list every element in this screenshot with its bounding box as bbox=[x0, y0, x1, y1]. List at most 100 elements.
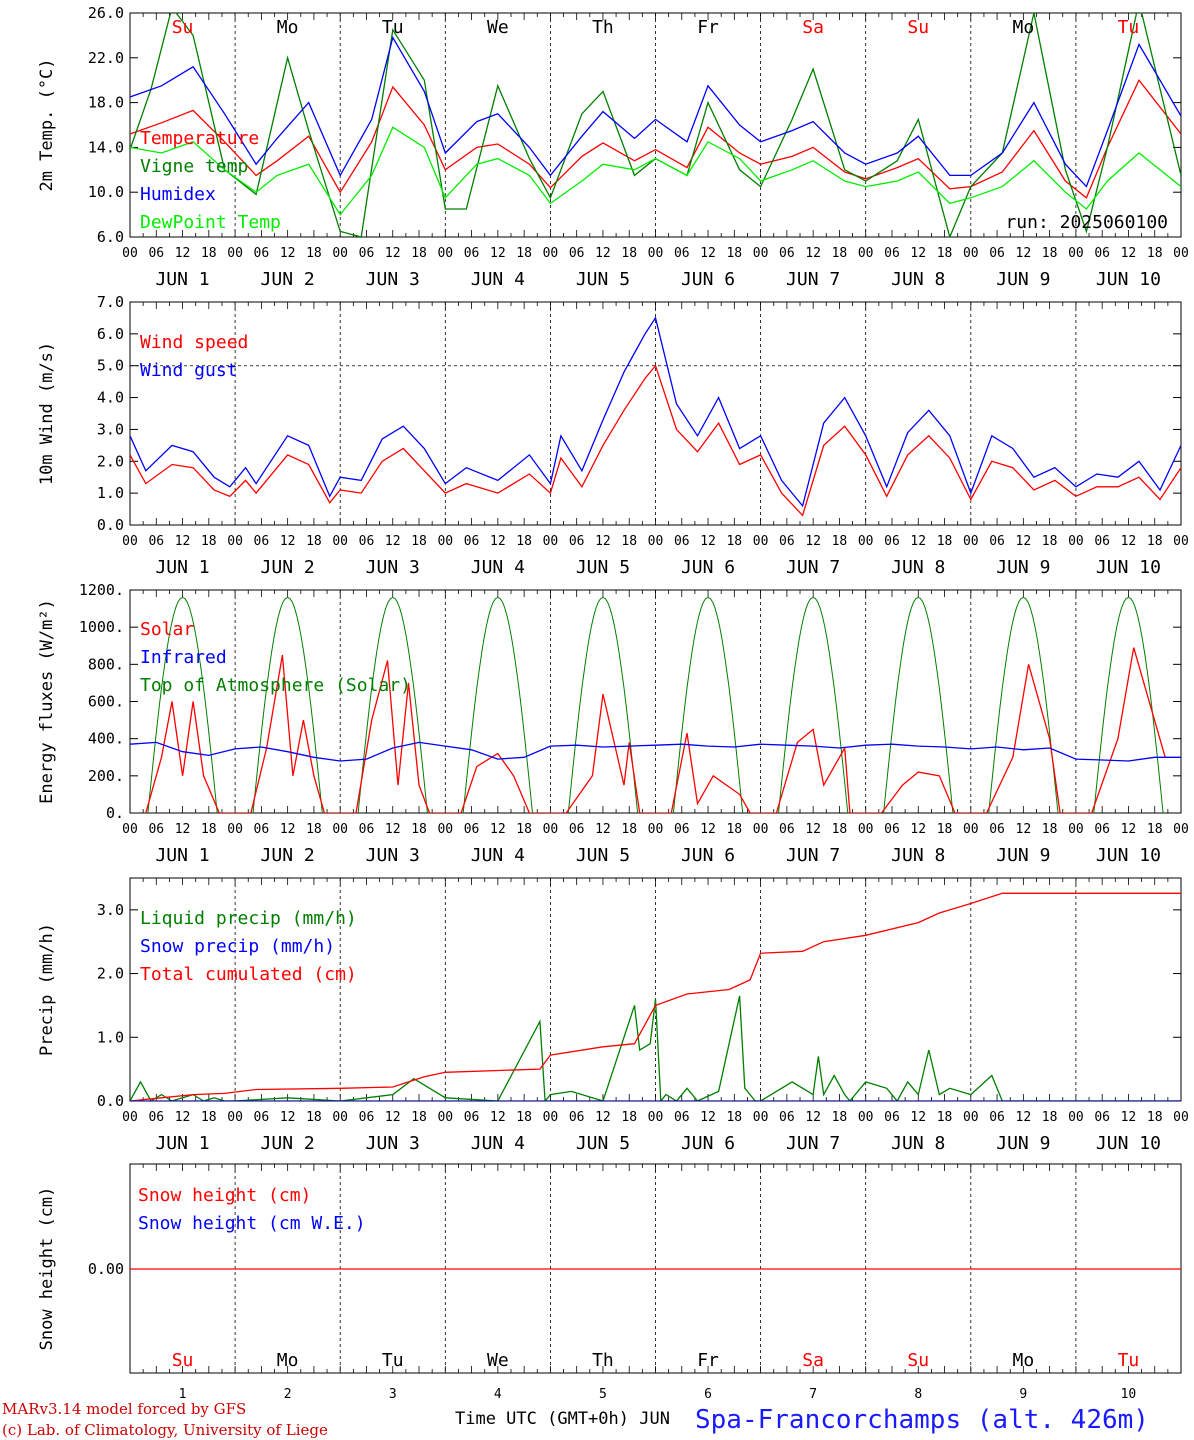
hour-tick-label: 00 bbox=[122, 246, 138, 261]
hour-tick-label: 18 bbox=[1147, 534, 1163, 549]
hour-tick-label: 06 bbox=[779, 534, 795, 549]
hour-tick-label: 00 bbox=[437, 822, 453, 837]
y-tick-label: 2.0 bbox=[97, 452, 124, 470]
y-tick-label: 400. bbox=[88, 730, 124, 748]
date-label: JUN 7 bbox=[786, 845, 840, 866]
weekday-label-top: Su bbox=[907, 17, 929, 38]
weekday-label-top: Tu bbox=[1118, 17, 1140, 38]
hour-tick-label: 18 bbox=[832, 534, 848, 549]
date-label: JUN 2 bbox=[261, 1133, 315, 1154]
hour-tick-label: 18 bbox=[306, 246, 322, 261]
hour-tick-label: 12 bbox=[175, 534, 191, 549]
weekday-label-top: Th bbox=[592, 17, 614, 38]
hour-tick-label: 18 bbox=[306, 534, 322, 549]
hour-tick-label: 06 bbox=[254, 246, 270, 261]
legend-item: Humidex bbox=[140, 184, 216, 205]
hour-tick-label: 12 bbox=[910, 1110, 926, 1125]
date-label: JUN 1 bbox=[155, 269, 209, 290]
hour-tick-label: 12 bbox=[805, 534, 821, 549]
hour-tick-label: 18 bbox=[1042, 246, 1058, 261]
y-tick-label: 22.0 bbox=[88, 49, 124, 67]
series-group bbox=[130, 596, 1181, 813]
hour-tick-label: 00 bbox=[437, 1110, 453, 1125]
hour-tick-label: 18 bbox=[201, 822, 217, 837]
run-label: run: 2025060100 bbox=[1005, 212, 1168, 233]
hour-tick-label: 00 bbox=[753, 822, 769, 837]
hour-tick-label: 06 bbox=[569, 1110, 585, 1125]
day-number-label: 5 bbox=[599, 1387, 607, 1402]
hour-tick-label: 00 bbox=[1068, 246, 1084, 261]
date-label: JUN 3 bbox=[366, 845, 420, 866]
hour-tick-label: 00 bbox=[858, 822, 874, 837]
weekday-label-top: Sa bbox=[802, 17, 824, 38]
hour-tick-label: 00 bbox=[1173, 246, 1189, 261]
hour-tick-label: 06 bbox=[254, 822, 270, 837]
legend-item: Infrared bbox=[140, 647, 227, 668]
hour-tick-label: 12 bbox=[385, 246, 401, 261]
date-label: JUN 4 bbox=[471, 1133, 525, 1154]
hour-tick-label: 06 bbox=[148, 534, 164, 549]
x-axis-label: Time UTC (GMT+0h) JUN bbox=[455, 1409, 670, 1429]
station-name: Spa-Francorchamps (alt. 426m) bbox=[695, 1405, 1149, 1435]
legend-item: Temperature bbox=[140, 128, 259, 149]
date-label: JUN 4 bbox=[471, 269, 525, 290]
weekday-label-bottom: Th bbox=[592, 1350, 614, 1371]
hour-tick-label: 00 bbox=[437, 534, 453, 549]
hour-tick-label: 18 bbox=[1147, 822, 1163, 837]
y-tick-label: 2.0 bbox=[97, 965, 124, 983]
hour-tick-label: 00 bbox=[543, 534, 559, 549]
hour-tick-label: 12 bbox=[1121, 534, 1137, 549]
hour-tick-label: 00 bbox=[227, 1110, 243, 1125]
hour-tick-label: 12 bbox=[280, 1110, 296, 1125]
hour-tick-label: 00 bbox=[963, 822, 979, 837]
date-label: JUN 2 bbox=[261, 845, 315, 866]
hour-tick-label: 12 bbox=[910, 534, 926, 549]
day-number-label: 10 bbox=[1121, 1387, 1137, 1402]
hour-tick-label: 12 bbox=[1016, 822, 1032, 837]
hour-tick-label: 00 bbox=[332, 246, 348, 261]
legend-item: Wind speed bbox=[140, 332, 248, 353]
date-label: JUN 8 bbox=[891, 269, 945, 290]
legend-item: Snow height (cm) bbox=[138, 1185, 311, 1206]
y-tick-label: 600. bbox=[88, 693, 124, 711]
hour-tick-label: 12 bbox=[595, 246, 611, 261]
y-tick-label: 10.0 bbox=[88, 183, 124, 201]
panel-wind: 0.0 1.0 2.0 3.0 4.0 5.0 6.0 7.0 10m Wind (m/s) Wi… bbox=[37, 293, 1189, 578]
y-tick-label: 6.0 bbox=[97, 228, 124, 246]
legend-item: DewPoint Temp bbox=[140, 212, 281, 233]
y-tick-label: 14.0 bbox=[88, 138, 124, 156]
weekday-label-bottom: Fr bbox=[697, 1350, 719, 1371]
hour-tick-label: 18 bbox=[1042, 534, 1058, 549]
weekday-label-top: Mo bbox=[1013, 17, 1035, 38]
series-wind-speed bbox=[130, 364, 1181, 517]
weekday-label-bottom: Su bbox=[907, 1350, 929, 1371]
hour-tick-label: 06 bbox=[359, 534, 375, 549]
hour-tick-label: 12 bbox=[280, 822, 296, 837]
day-number-label: 3 bbox=[389, 1387, 397, 1402]
hour-tick-label: 18 bbox=[516, 534, 532, 549]
day-number-label: 1 bbox=[179, 1387, 187, 1402]
hour-tick-label: 06 bbox=[1094, 246, 1110, 261]
y-tick-label: 5.0 bbox=[97, 357, 124, 375]
y-tick-label: 3.0 bbox=[97, 420, 124, 438]
weekday-label-bottom: Mo bbox=[1013, 1350, 1035, 1371]
hour-tick-label: 00 bbox=[332, 1110, 348, 1125]
hour-tick-label: 00 bbox=[227, 246, 243, 261]
hour-tick-label: 00 bbox=[648, 1110, 664, 1125]
toa-solar-day-2 bbox=[252, 596, 323, 813]
series-infrared bbox=[130, 741, 1181, 762]
hour-tick-label: 06 bbox=[674, 1110, 690, 1125]
hour-tick-label: 12 bbox=[385, 1110, 401, 1125]
hour-tick-label: 12 bbox=[910, 822, 926, 837]
hour-tick-label: 18 bbox=[937, 246, 953, 261]
hour-tick-label: 00 bbox=[437, 246, 453, 261]
hour-tick-label: 06 bbox=[148, 822, 164, 837]
date-label: JUN 10 bbox=[1096, 845, 1161, 866]
hour-tick-label: 12 bbox=[175, 246, 191, 261]
hour-tick-label: 18 bbox=[1147, 1110, 1163, 1125]
hour-tick-label: 06 bbox=[148, 1110, 164, 1125]
y-tick-label: 1000. bbox=[79, 618, 124, 636]
hour-tick-label: 12 bbox=[490, 822, 506, 837]
panel-frame bbox=[129, 12, 1182, 238]
hour-tick-label: 12 bbox=[1121, 1110, 1137, 1125]
